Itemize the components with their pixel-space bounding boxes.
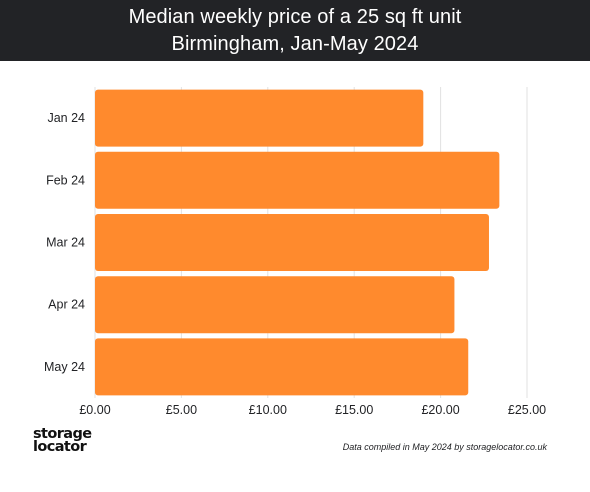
title-bar: Median weekly price of a 25 sq ft unit B… [0, 0, 590, 61]
bar-jan-24 [95, 89, 424, 147]
bar-chart: £0.00 £5.00 £10.00 £15.00 £20.00 £25.00 Jan 24… [44, 87, 546, 417]
y-category-label: May 24 [44, 360, 85, 374]
x-tick-label: £5.00 [166, 403, 197, 417]
x-tick-label: £20.00 [421, 403, 459, 417]
x-tick-label: £25.00 [508, 403, 546, 417]
logo-line-2: locator [33, 439, 87, 455]
bar-feb-24 [95, 151, 500, 209]
y-category-label: Feb 24 [46, 173, 85, 187]
y-category-label: Mar 24 [46, 236, 85, 250]
storagelocator-logo: storage locator [33, 426, 92, 455]
bar-may-24 [95, 338, 469, 396]
bar-apr-24 [95, 276, 455, 334]
x-tick-label: £0.00 [79, 403, 110, 417]
logo-line-1: storage [33, 426, 92, 442]
x-tick-label: £10.00 [249, 403, 287, 417]
x-tick-label: £15.00 [335, 403, 373, 417]
y-category-label: Jan 24 [47, 111, 85, 125]
y-category-label: Apr 24 [48, 298, 85, 312]
source-footnote: Data compiled in May 2024 by storageloca… [342, 442, 547, 452]
chart-title: Median weekly price of a 25 sq ft unit [128, 6, 462, 28]
bar-mar-24 [95, 214, 489, 271]
chart-subtitle: Birmingham, Jan-May 2024 [171, 33, 419, 55]
